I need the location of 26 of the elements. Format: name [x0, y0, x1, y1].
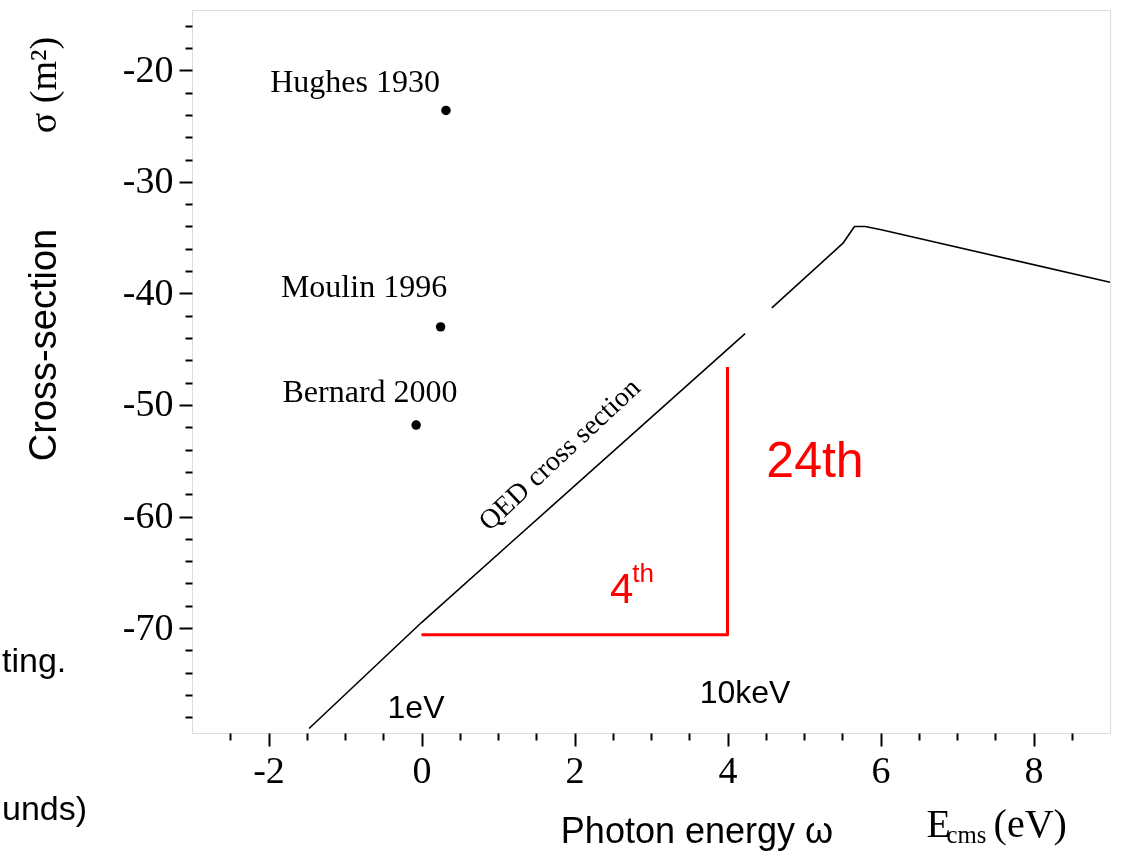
x-tick-label: 4	[718, 748, 738, 791]
text: Photon energy ω	[560, 810, 834, 851]
point	[411, 420, 421, 430]
annotation: 10keV	[699, 674, 792, 710]
text: unds)	[2, 789, 88, 827]
x-tick-label: 0	[412, 748, 432, 791]
annotation: 1eV	[387, 689, 446, 725]
point	[441, 105, 451, 116]
x-tick-label: 8	[1024, 748, 1044, 791]
annotation: Moulin 1996	[280, 268, 448, 304]
y-tick-label: -50	[122, 382, 174, 425]
annotation: Hughes 1930	[270, 63, 440, 99]
annotation: 24th	[766, 432, 864, 488]
text: Cross-section	[22, 228, 64, 462]
point	[435, 322, 446, 332]
y-axis-title: σ (m²)	[22, 36, 65, 134]
x-tick-label: 6	[871, 748, 891, 791]
y-tick-label: -60	[122, 494, 174, 537]
y-tick-label: -20	[122, 47, 174, 90]
x-tick-label: -2	[253, 748, 285, 791]
y-tick-label: -30	[122, 159, 174, 202]
y-tick-label: -70	[122, 605, 174, 648]
y-tick-label: -40	[122, 270, 174, 313]
x-tick-label: 2	[565, 748, 585, 791]
text: ting.	[2, 641, 67, 679]
annotation: Bernard 2000	[282, 373, 458, 409]
